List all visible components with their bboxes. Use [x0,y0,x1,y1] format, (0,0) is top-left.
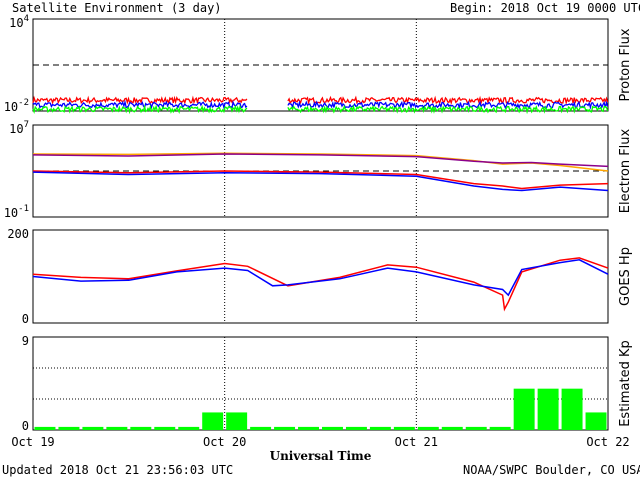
panel-frame [32,124,609,218]
series-line-red [32,257,609,312]
series-line-blue [32,171,609,192]
kp-bar [106,426,128,430]
series-line-green [287,104,609,115]
begin-time: Begin: 2018 Oct 19 0000 UTC [450,1,640,15]
y-tick-top: 9 [22,334,29,348]
series-line-orange [32,152,609,172]
kp-bar [393,426,415,430]
x-tick-label: Oct 19 [11,435,54,449]
kp-bar [34,426,56,430]
kp-bar [298,426,319,430]
y-tick-bottom: 10-2 [4,98,29,114]
kp-bar [513,388,535,430]
kp-bar [130,426,152,430]
kp-bar [154,426,176,430]
kp-bar [369,426,391,430]
updated-timestamp: Updated 2018 Oct 21 23:56:03 UTC [2,463,234,477]
panel-frame [32,336,609,431]
series-line-blue [287,100,609,110]
y-tick-top: 200 [7,227,29,241]
series-line-blue [32,259,609,297]
panel-frame [32,229,609,324]
kp-bar [82,426,104,430]
kp-bar [489,426,511,430]
kp-bar [537,388,559,430]
kp-bar [274,426,296,430]
chart-title: Satellite Environment (3 day) [12,1,222,15]
y-tick-bottom: 0 [22,419,29,433]
panel-ylabel: Electron Flux [618,128,633,213]
series-line-purple [32,153,609,168]
series-line-green [32,104,248,115]
credit-label: NOAA/SWPC Boulder, CO USA [463,463,640,477]
kp-bar [322,426,343,430]
kp-bar [226,412,248,430]
kp-bar [417,426,439,430]
y-tick-top: 104 [9,14,29,30]
kp-bar [58,426,80,430]
panel-ylabel: GOES Hp [618,247,633,306]
x-tick-label: Oct 20 [203,435,246,449]
y-tick-bottom: 0 [22,312,29,326]
kp-bar [585,412,607,430]
y-tick-bottom: 10-1 [4,204,29,220]
panel-ylabel: Proton Flux [618,28,633,101]
kp-bar [465,426,487,430]
kp-bar [561,388,583,430]
kp-bar [178,426,200,430]
kp-bar [250,426,272,430]
panel-frame [32,18,609,112]
x-tick-label: Oct 22 [586,435,629,449]
kp-bar [441,426,463,430]
panel-ylabel: Estimated Kp [618,340,633,427]
series-line-blue [32,99,248,110]
x-tick-label: Oct 21 [395,435,438,449]
kp-bar [345,426,367,430]
series-line-red [32,170,609,190]
kp-bar [202,412,224,430]
y-tick-top: 107 [9,120,29,136]
x-axis-title: Universal Time [270,449,372,463]
